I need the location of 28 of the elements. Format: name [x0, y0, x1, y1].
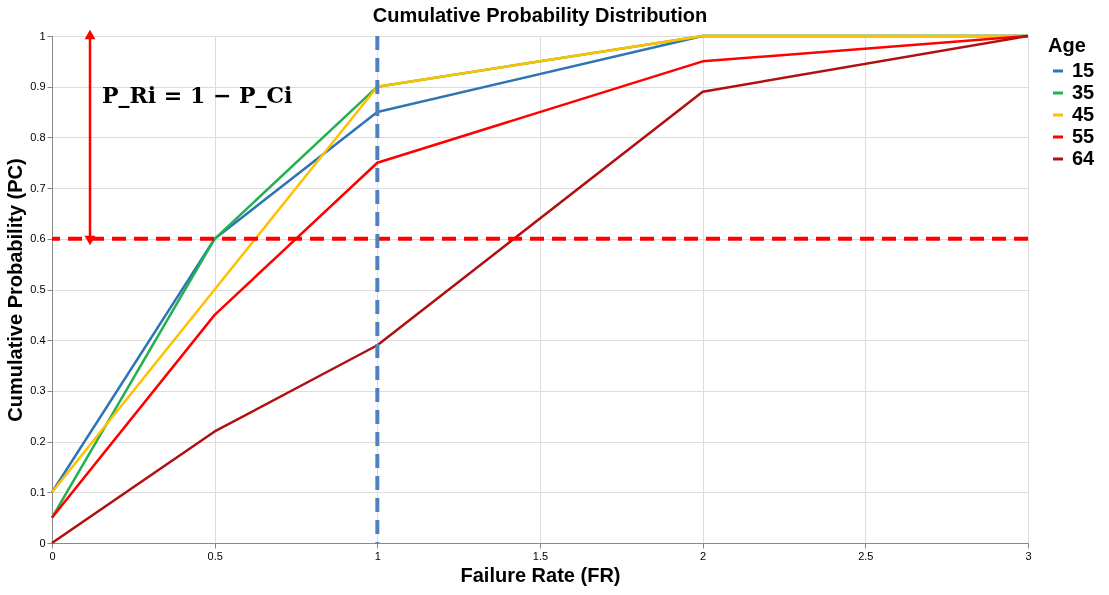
y-tick-label: 1 [39, 29, 46, 42]
legend-label: 64 [1072, 147, 1096, 169]
legend-title: Age [1048, 34, 1086, 56]
legend-label: 35 [1072, 81, 1095, 103]
annotation: P_Ri = 1 − P_Ci [102, 82, 293, 108]
y-tick-label: 0.2 [30, 435, 46, 448]
legend-label: 55 [1072, 125, 1095, 147]
y-tick-label: 0.7 [30, 181, 46, 194]
legend-label: 45 [1072, 103, 1095, 125]
x-tick-label: 0 [49, 549, 56, 562]
x-tick-label: 3 [1025, 549, 1032, 562]
x-tick-label: 1.5 [532, 549, 549, 562]
x-tick-label: 0.5 [207, 549, 223, 562]
y-tick-label: 0.6 [30, 232, 46, 245]
x-tick-label: 2.5 [858, 549, 874, 562]
chart-title: Cumulative Probability Distribution [372, 3, 708, 26]
y-tick-label: 0.1 [30, 485, 46, 498]
legend-label: 15 [1072, 59, 1095, 81]
y-tick-label: 0.8 [30, 130, 46, 143]
y-tick-label: 0.5 [30, 283, 46, 295]
y-axis-title: Cumulative Probability (PC) [4, 158, 27, 422]
y-tick-label: 0.9 [30, 80, 46, 93]
y-tick-label: 0 [39, 536, 46, 549]
y-tick-label: 0.4 [30, 333, 46, 346]
x-tick-label: 1 [374, 549, 381, 562]
x-tick-label: 2 [700, 549, 707, 562]
x-axis-title: Failure Rate (FR) [460, 563, 621, 586]
y-tick-label: 0.3 [30, 384, 46, 397]
